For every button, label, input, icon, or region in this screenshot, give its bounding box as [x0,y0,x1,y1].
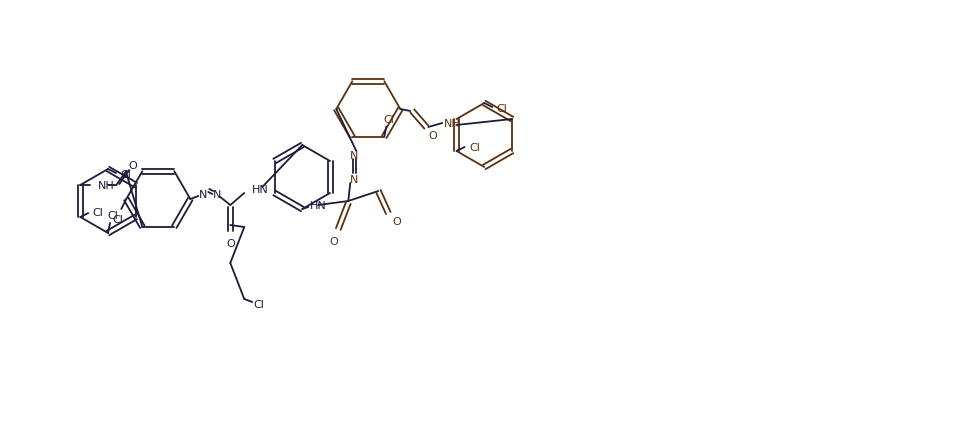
Text: N: N [350,175,359,184]
Text: N: N [199,190,207,200]
Text: O: O [329,237,338,246]
Text: O: O [392,216,401,227]
Text: Cl: Cl [93,208,104,218]
Text: N: N [350,150,359,161]
Text: Cl: Cl [497,104,507,114]
Text: Cl: Cl [113,215,124,224]
Text: N: N [213,190,222,200]
Text: O: O [128,161,137,171]
Text: HN: HN [311,200,327,211]
Text: O: O [428,131,436,141]
Text: O: O [226,239,235,249]
Text: Cl: Cl [121,169,131,180]
Text: Cl: Cl [254,299,265,309]
Text: Cl: Cl [384,114,395,124]
Text: Cl: Cl [107,211,119,221]
Text: NH: NH [444,119,461,129]
Text: NH: NH [98,181,115,190]
Text: HN: HN [252,184,269,194]
Text: Cl: Cl [469,143,480,153]
